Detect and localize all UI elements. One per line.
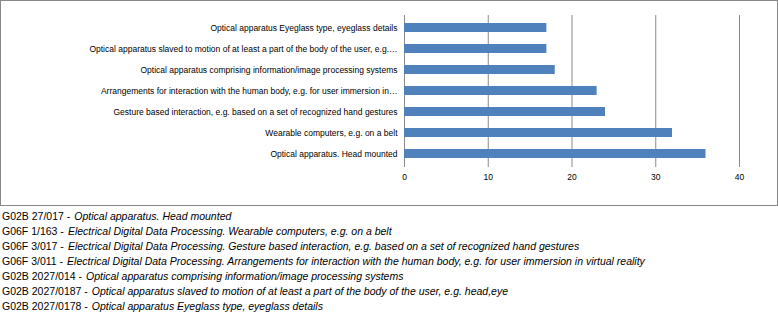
svg-text:10: 10 <box>484 172 494 182</box>
svg-text:Wearable computers, e.g. on a: Wearable computers, e.g. on a belt <box>265 128 398 138</box>
svg-text:40: 40 <box>735 172 745 182</box>
html-text:G02B 2027/0187 - Optical appar: G02B 2027/0187 - Optical apparatus slave… <box>2 285 508 297</box>
svg-text:0: 0 <box>402 172 407 182</box>
svg-text:Gesture based interaction, e.g: Gesture based interaction, e.g. based on… <box>114 107 398 117</box>
html-text:G06F 1/163 - Electrical Digita: G06F 1/163 - Electrical Digital Data Pro… <box>2 225 392 237</box>
svg-text:Arrangements for interaction w: Arrangements for interaction with the hu… <box>101 86 398 96</box>
html-text:G06F 3/011 - Electrical Digita: G06F 3/011 - Electrical Digital Data Pro… <box>2 255 645 267</box>
svg-text:Optical apparatus slaved to mo: Optical apparatus slaved to motion of at… <box>89 44 397 54</box>
html-text:G02B 2027/014 - Optical appara: G02B 2027/014 - Optical apparatus compri… <box>2 270 404 282</box>
svg-text:20: 20 <box>567 172 577 182</box>
svg-text:30: 30 <box>651 172 661 182</box>
svg-text:Optical apparatus comprising i: Optical apparatus comprising information… <box>140 65 397 75</box>
svg-text:Optical apparatus. Head mounte: Optical apparatus. Head mounted <box>270 149 397 159</box>
html-text:G02B 27/017 - Optical apparatu: G02B 27/017 - Optical apparatus. Head mo… <box>2 210 232 222</box>
html-text:G02B 2027/0178 - Optical appar: G02B 2027/0178 - Optical apparatus Eyegl… <box>2 300 323 312</box>
svg-text:Optical apparatus Eyeglass typ: Optical apparatus Eyeglass type, eyeglas… <box>210 23 397 33</box>
html-text:G06F 3/017 - Electrical Digita: G06F 3/017 - Electrical Digital Data Pro… <box>2 240 580 252</box>
